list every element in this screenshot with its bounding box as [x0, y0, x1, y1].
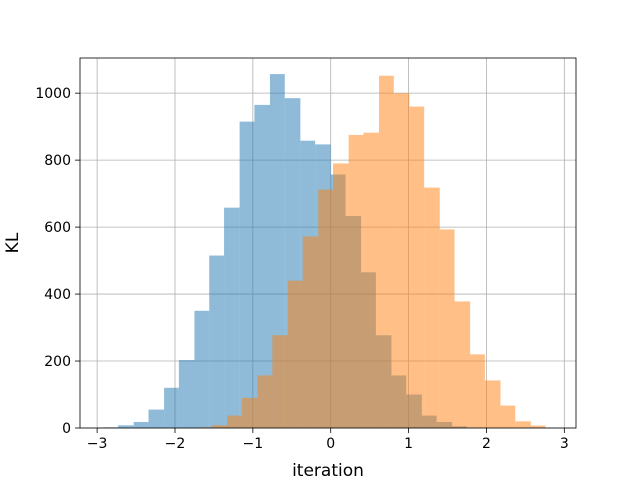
- y-axis-label: KL: [3, 232, 23, 253]
- histogram-bar-series-1: [224, 207, 240, 428]
- histogram-bar-series-2: [287, 280, 303, 428]
- y-tick-label: 800: [44, 153, 71, 169]
- histogram-bar-series-2: [424, 187, 440, 428]
- histogram-bar-series-2: [348, 135, 364, 428]
- histogram-bar-series-1: [164, 387, 179, 428]
- histogram-bar-series-1: [148, 409, 165, 428]
- x-tick-label: 0: [326, 436, 335, 452]
- histogram-bar-series-2: [363, 132, 380, 428]
- x-tick-label: 3: [560, 436, 569, 452]
- histogram-bar-series-2: [241, 397, 258, 428]
- histogram-bar-series-2: [302, 236, 319, 428]
- histogram-bar-series-2: [257, 375, 273, 428]
- histogram-bar-series-2: [272, 335, 288, 428]
- histogram-bar-series-2: [409, 106, 425, 428]
- histogram-bar-series-2: [393, 93, 410, 428]
- x-tick-label: 2: [482, 436, 491, 452]
- y-tick-label: 200: [44, 354, 71, 370]
- y-tick-label: 1000: [35, 86, 71, 102]
- histogram-bars: [103, 74, 546, 429]
- histogram-bar-series-1: [239, 121, 255, 429]
- y-tick-label: 0: [62, 421, 71, 437]
- histogram-bar-series-2: [470, 354, 485, 428]
- x-tick-label: −2: [165, 436, 186, 452]
- x-tick-label: 1: [404, 436, 413, 452]
- histogram-bar-series-1: [118, 425, 134, 428]
- x-axis-ticks: −3 −2 −1 0 1 2 3: [87, 428, 569, 452]
- histogram-bar-series-2: [227, 415, 242, 428]
- x-tick-label: −3: [87, 436, 108, 452]
- y-tick-label: 600: [44, 220, 71, 236]
- axes-frame: [79, 57, 577, 429]
- histogram-bar-series-1: [254, 104, 270, 428]
- histogram-bar-series-2: [211, 425, 228, 428]
- y-axis-ticks: 0 200 400 600 800 1000: [35, 86, 80, 437]
- histogram-bar-series-2: [333, 163, 349, 429]
- histogram-bar-series-2: [515, 421, 531, 428]
- histogram-bar-series-1: [194, 310, 210, 428]
- histogram-bar-series-1: [133, 421, 149, 428]
- histogram-bar-series-1: [178, 360, 195, 428]
- plot-area: [79, 57, 577, 429]
- histogram-bar-series-2: [530, 425, 546, 428]
- histogram-bar-series-2: [318, 189, 334, 428]
- histogram-bar-series-2: [484, 380, 501, 428]
- x-tick-label: −1: [243, 436, 264, 452]
- histogram-bar-series-2: [454, 301, 471, 428]
- histogram-bar-series-1: [209, 255, 225, 428]
- histogram-bar-series-2: [500, 405, 516, 428]
- histogram-bar-series-2: [379, 75, 394, 428]
- y-tick-label: 400: [44, 287, 71, 303]
- histogram-bar-series-2: [439, 229, 455, 428]
- x-axis-label: iteration: [292, 461, 364, 480]
